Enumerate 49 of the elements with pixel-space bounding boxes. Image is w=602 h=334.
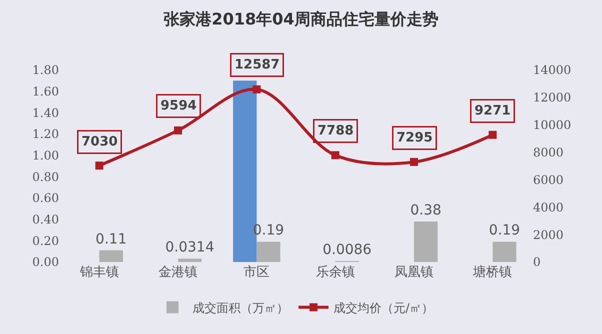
data-label: 9271 bbox=[474, 104, 511, 118]
data-label: 0.11 bbox=[96, 231, 127, 248]
data-label: 9594 bbox=[160, 98, 197, 114]
x-tick-label: 锦丰镇 bbox=[78, 265, 119, 280]
y-tick-label: 0.20 bbox=[32, 234, 59, 248]
point bbox=[95, 162, 104, 170]
y2-tick-label: 14000 bbox=[533, 63, 572, 78]
point bbox=[174, 126, 182, 134]
point bbox=[331, 151, 340, 160]
point bbox=[410, 158, 418, 166]
y-tick-label: 0.80 bbox=[32, 170, 59, 184]
data-label: 7030 bbox=[82, 134, 118, 150]
x-tick-label: 塘桥镇 bbox=[472, 265, 512, 280]
y-tick-label: 0.40 bbox=[32, 212, 59, 227]
y2-tick-label: 2000 bbox=[533, 228, 564, 242]
bar bbox=[492, 242, 516, 262]
bar bbox=[256, 242, 280, 262]
data-label: 0.0086 bbox=[322, 242, 372, 258]
data-label: 0.19 bbox=[488, 222, 520, 239]
y2-tick-label: 12000 bbox=[533, 90, 572, 105]
point bbox=[488, 130, 497, 139]
x-tick-label: 乐余镇 bbox=[316, 265, 355, 280]
y-tick-label: 0.60 bbox=[32, 191, 59, 206]
y2-tick-label: 6000 bbox=[533, 172, 564, 187]
bar bbox=[414, 221, 438, 262]
point bbox=[252, 85, 261, 94]
y2-tick-label: 0 bbox=[533, 255, 541, 270]
x-tick-label: 金港镇 bbox=[158, 265, 198, 280]
data-label: 0.0314 bbox=[165, 240, 214, 256]
y2-tick-label: 4000 bbox=[533, 200, 564, 214]
chart-title: 张家港2018年04周商品住宅量价走势 bbox=[164, 10, 438, 29]
y-tick-label: 1.00 bbox=[32, 148, 59, 163]
x-tick-label: 市区 bbox=[244, 265, 270, 280]
bar bbox=[178, 258, 202, 262]
data-label: 0.38 bbox=[410, 202, 442, 218]
legend-label: 成交面积（万㎡） bbox=[192, 300, 288, 315]
y2-tick-label: 8000 bbox=[533, 145, 564, 160]
y2-tick-label: 10000 bbox=[533, 118, 572, 132]
y-tick-label: 1.80 bbox=[32, 63, 59, 78]
y-tick-label: 1.20 bbox=[32, 127, 59, 142]
y-tick-label: 1.60 bbox=[32, 84, 59, 99]
data-label: 7295 bbox=[396, 130, 433, 146]
y-tick-label: 0.00 bbox=[32, 255, 59, 270]
bar bbox=[99, 250, 123, 262]
legend-label: 成交均价（元/㎡） bbox=[334, 300, 434, 315]
x-tick-label: 凤凰镇 bbox=[394, 265, 434, 280]
data-label: 7788 bbox=[318, 124, 354, 138]
y-tick-label: 1.40 bbox=[32, 106, 59, 120]
data-label: 12587 bbox=[234, 58, 280, 72]
